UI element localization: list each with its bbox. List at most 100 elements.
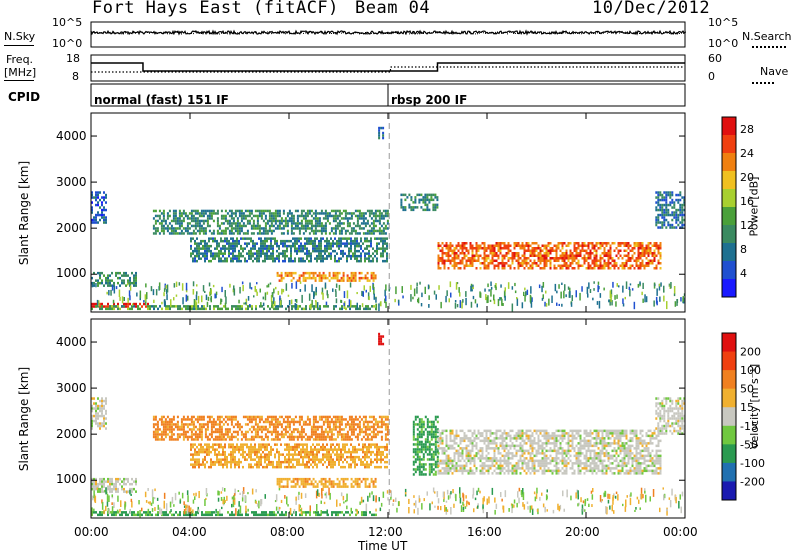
power-colorbar-tick: 4 (740, 267, 747, 280)
power-colorbar-segment (722, 171, 736, 190)
velocity-feature-7 (437, 429, 662, 475)
freq-series (91, 62, 685, 72)
nave-tick-top: 60 (708, 52, 722, 65)
nsearch-series (91, 31, 686, 35)
power-colorbar-segment (722, 117, 736, 136)
nsky-tick-bottom: 10^0 (52, 37, 83, 50)
velocity-colorbar-tick: 200 (740, 346, 761, 359)
power-colorbar-tick: 20 (740, 171, 754, 184)
xtick-3: 12:00 (368, 525, 403, 539)
nave-label: Nave (760, 65, 789, 78)
power-colorbar-tick: 16 (740, 195, 754, 208)
power-ytick-4000: 4000 (56, 129, 87, 143)
power-feature-2 (91, 191, 107, 224)
nave-series (91, 66, 685, 73)
power-colorbar-frame (721, 116, 737, 298)
velocity-colorbar-tick: 50 (740, 383, 754, 396)
velocity-feature-3 (152, 415, 389, 441)
power-colorbar-tick: 28 (740, 123, 754, 136)
nsky-underline (4, 45, 34, 46)
velocity-colorbar-tick: -100 (740, 457, 765, 470)
velocity-colorbar-tick: -200 (740, 475, 765, 488)
power-colorbar-segment (722, 207, 736, 226)
velocity-colorbar-segment (722, 333, 736, 353)
power-colorbar-segment (722, 279, 736, 298)
power-colorbar-segment (722, 243, 736, 262)
velocity-noise (91, 487, 684, 518)
power-feature-6 (276, 271, 377, 282)
power-colorbar-segment (722, 189, 736, 208)
velocity-colorbar-segment (722, 481, 736, 501)
freq-panel-frame (90, 54, 686, 82)
velocity-ytick-2000: 2000 (56, 427, 87, 441)
nsearch-tick-top: 10^5 (708, 16, 739, 29)
power-noise (91, 281, 686, 312)
power-feature-8 (437, 242, 662, 270)
velocity-colorbar-segment (722, 370, 736, 390)
power-feature-7 (400, 193, 439, 212)
cpid-segment-label: normal (fast) 151 IF (94, 93, 229, 107)
velocity-feature-6 (412, 415, 439, 476)
velocity-colorbar-segment (722, 407, 736, 427)
power-colorbar-segment (722, 261, 736, 280)
velocity-feature-5 (276, 477, 377, 488)
xtick-4: 16:00 (467, 525, 502, 539)
nsky-tick-top: 10^5 (52, 16, 83, 29)
power-feature-9 (655, 191, 686, 229)
nsky-panel-frame (90, 21, 686, 48)
velocity-ytick-1000: 1000 (56, 472, 87, 486)
nsearch-label: N.Search (742, 30, 792, 43)
velocity-feature-8 (655, 397, 686, 435)
velocity-colorbar-segment (722, 425, 736, 445)
velocity-colorbar-tick: -50 (740, 438, 758, 451)
xlabel: Time UT (358, 539, 408, 553)
nave-dotted-line (752, 82, 774, 84)
velocity-ytick-4000: 4000 (56, 335, 87, 349)
cpid-segment-label: rbsp 200 IF (391, 93, 467, 107)
power-feature-4 (152, 209, 389, 235)
velocity-colorbar-segment (722, 388, 736, 408)
xtick-1: 04:00 (172, 525, 207, 539)
freq-tick-bottom: 8 (72, 70, 79, 83)
power-colorbar-segment (722, 135, 736, 154)
power-ytick-3000: 3000 (56, 175, 87, 189)
velocity-colorbar-tick: 15 (740, 401, 754, 414)
velocity-feature-2 (91, 397, 107, 430)
freq-label-2: [MHz] (4, 66, 37, 79)
velocity-colorbar-frame (721, 332, 737, 501)
velocity-feature-9 (378, 332, 385, 346)
velocity-colorbar-segment (722, 444, 736, 464)
velocity-colorbar-segment (722, 462, 736, 482)
nsearch-tick-bottom: 10^0 (708, 37, 739, 50)
power-ytick-2000: 2000 (56, 221, 87, 235)
power-colorbar-tick: 12 (740, 219, 754, 232)
xtick-6: 00:00 (663, 525, 698, 539)
freq-label-1: Freq. (6, 53, 34, 66)
power-feature-5 (190, 237, 388, 263)
freq-underline (4, 80, 34, 81)
nsearch-dotted-line (752, 46, 786, 48)
power-feature-0 (91, 302, 149, 308)
velocity-colorbar-tick: 100 (740, 364, 761, 377)
power-feature-10 (378, 126, 385, 140)
nsky-label: N.Sky (4, 30, 36, 43)
date-label: 10/Dec/2012 (592, 0, 711, 18)
xtick-0: 00:00 (74, 525, 109, 539)
velocity-colorbar-tick: -15 (740, 420, 758, 433)
velocity-feature-4 (190, 443, 388, 469)
xtick-5: 20:00 (565, 525, 600, 539)
power-ytick-1000: 1000 (56, 266, 87, 280)
cpid-label: CPID (8, 90, 41, 104)
velocity-colorbar-segment (722, 351, 736, 371)
power-colorbar-segment (722, 225, 736, 244)
nave-tick-bottom: 0 (708, 70, 715, 83)
site-title: Fort Hays East (fitACF) (92, 0, 339, 18)
power-colorbar-segment (722, 153, 736, 172)
xtick-2: 08:00 (270, 525, 305, 539)
velocity-ytick-3000: 3000 (56, 381, 87, 395)
beam-label: Beam 04 (355, 0, 431, 18)
power-colorbar-tick: 8 (740, 243, 747, 256)
freq-tick-top: 18 (66, 52, 80, 65)
power-colorbar-tick: 24 (740, 147, 754, 160)
